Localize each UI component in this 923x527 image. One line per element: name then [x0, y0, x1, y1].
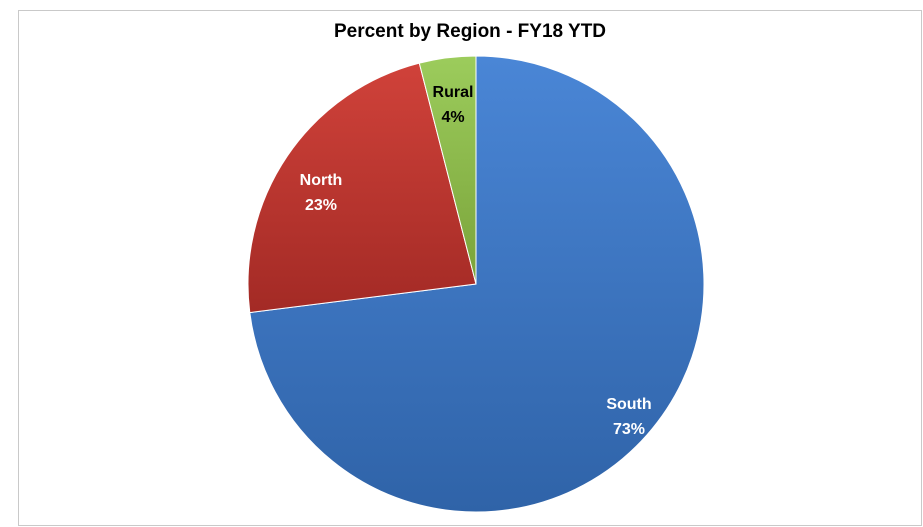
chart-area: Percent by Region - FY18 YTD South 73% Nor… [18, 10, 922, 526]
pie-labels: South 73% North 23% Rural 4% [300, 84, 652, 438]
pie-slice-rural [418, 55, 477, 285]
chart-title: Percent by Region - FY18 YTD [333, 21, 607, 42]
pie-slice-north [247, 62, 477, 314]
slice-label-value-south: 73% [613, 421, 645, 438]
slice-label-value-north: 23% [305, 197, 337, 214]
pie-chart: South 73% North 23% Rural 4% [247, 55, 705, 513]
slice-label-name-rural: Rural [433, 84, 474, 101]
slice-label-value-rural: 4% [441, 109, 464, 126]
slice-label-name-north: North [300, 172, 343, 189]
slice-label-name-south: South [606, 396, 651, 413]
pie-slice-south [249, 55, 705, 513]
pie-slices [247, 55, 705, 513]
